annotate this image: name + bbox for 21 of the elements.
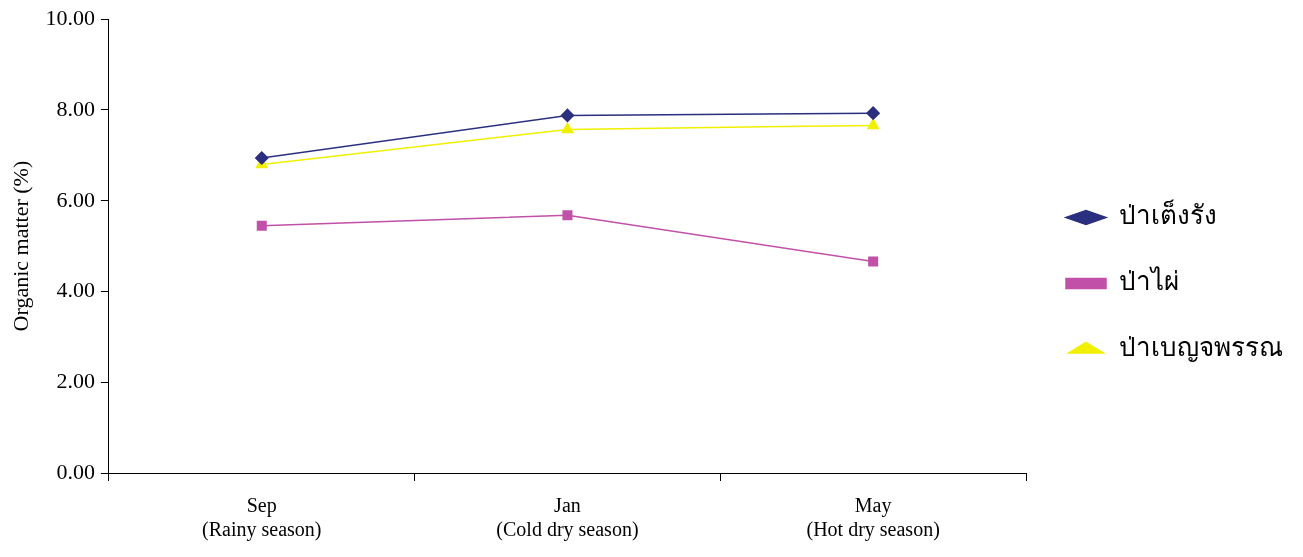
point [867,118,880,130]
point [562,210,573,221]
point [255,151,269,165]
y-tick-label: 2.00 [56,368,95,394]
x-tick-label: Sep (Rainy season) [202,494,322,542]
point [866,106,880,120]
x-tick-label: Jan (Cold dry season) [496,494,639,542]
point [868,256,879,267]
y-tick-label: 10.00 [45,4,95,30]
point [560,108,575,123]
y-tick-label: 6.00 [56,186,95,212]
y-axis-title: Organic matter (%) [7,160,33,332]
point [256,220,267,231]
y-tick-label: 8.00 [56,95,95,121]
y-tick-label: 0.00 [56,458,95,484]
legend-label: ป่าเต็งรัง [1119,199,1217,231]
y-tick-label: 4.00 [56,277,95,303]
legend-label: ป่าเบญจพรรณ [1119,333,1283,363]
x-tick-label: May (Hot dry season) [806,494,940,542]
point [561,122,574,134]
legend-label: ป่าไผ่ [1119,266,1179,297]
